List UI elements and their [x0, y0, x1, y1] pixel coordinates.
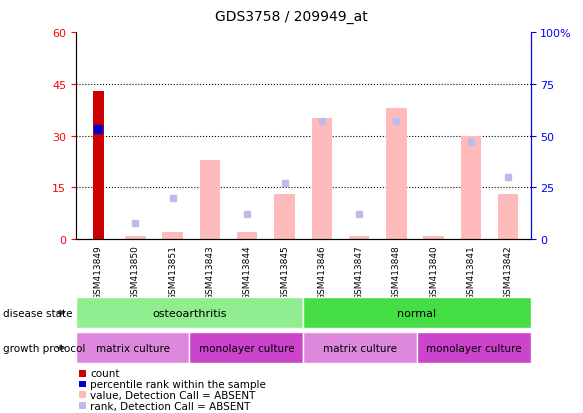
Bar	[274, 195, 295, 240]
Text: disease state: disease state	[3, 308, 72, 318]
Bar	[200, 160, 220, 240]
Text: normal: normal	[397, 308, 437, 318]
Bar	[237, 233, 258, 240]
Text: percentile rank within the sample: percentile rank within the sample	[90, 379, 266, 389]
Text: osteoarthritis: osteoarthritis	[152, 308, 227, 318]
Bar	[498, 195, 518, 240]
Bar	[461, 136, 481, 240]
Bar	[349, 236, 369, 240]
Bar	[423, 236, 444, 240]
Text: value, Detection Call = ABSENT: value, Detection Call = ABSENT	[90, 390, 256, 400]
Bar	[311, 119, 332, 240]
Text: count: count	[90, 368, 120, 378]
Bar	[125, 236, 146, 240]
Bar	[163, 233, 183, 240]
Bar	[386, 109, 406, 240]
Text: matrix culture: matrix culture	[323, 343, 397, 353]
Text: monolayer culture: monolayer culture	[198, 343, 294, 353]
Text: rank, Detection Call = ABSENT: rank, Detection Call = ABSENT	[90, 401, 251, 411]
Text: GDS3758 / 209949_at: GDS3758 / 209949_at	[215, 10, 368, 24]
Text: growth protocol: growth protocol	[3, 343, 85, 353]
Text: matrix culture: matrix culture	[96, 343, 170, 353]
Bar	[93, 92, 104, 240]
Text: monolayer culture: monolayer culture	[426, 343, 522, 353]
